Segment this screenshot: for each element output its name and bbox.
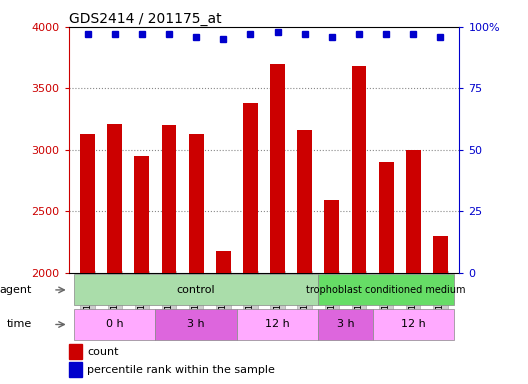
- Bar: [318, 309, 373, 340]
- Text: percentile rank within the sample: percentile rank within the sample: [87, 365, 275, 375]
- Bar: [324, 200, 340, 273]
- Bar: [80, 134, 95, 273]
- Bar: [379, 162, 393, 273]
- Bar: [352, 66, 366, 273]
- Text: GDS2414 / 201175_at: GDS2414 / 201175_at: [69, 12, 221, 26]
- Bar: [69, 344, 82, 359]
- Text: 12 h: 12 h: [265, 319, 290, 329]
- Text: 12 h: 12 h: [401, 319, 426, 329]
- Bar: [406, 150, 421, 273]
- Bar: [74, 309, 155, 340]
- Text: 3 h: 3 h: [187, 319, 205, 329]
- Text: 0 h: 0 h: [106, 319, 124, 329]
- Text: time: time: [6, 319, 32, 329]
- Bar: [373, 309, 454, 340]
- Bar: [237, 309, 318, 340]
- Bar: [188, 134, 204, 273]
- Bar: [433, 236, 448, 273]
- Text: 3 h: 3 h: [336, 319, 354, 329]
- Bar: [318, 274, 454, 306]
- Bar: [297, 130, 312, 273]
- Bar: [74, 274, 318, 306]
- Text: count: count: [87, 347, 119, 357]
- Text: control: control: [177, 285, 215, 295]
- Bar: [107, 124, 122, 273]
- Text: trophoblast conditioned medium: trophoblast conditioned medium: [306, 285, 466, 295]
- Bar: [270, 64, 285, 273]
- Text: agent: agent: [0, 285, 32, 295]
- Bar: [216, 251, 231, 273]
- Bar: [162, 125, 176, 273]
- Bar: [155, 309, 237, 340]
- Bar: [135, 156, 149, 273]
- Bar: [243, 103, 258, 273]
- Bar: [69, 362, 82, 377]
